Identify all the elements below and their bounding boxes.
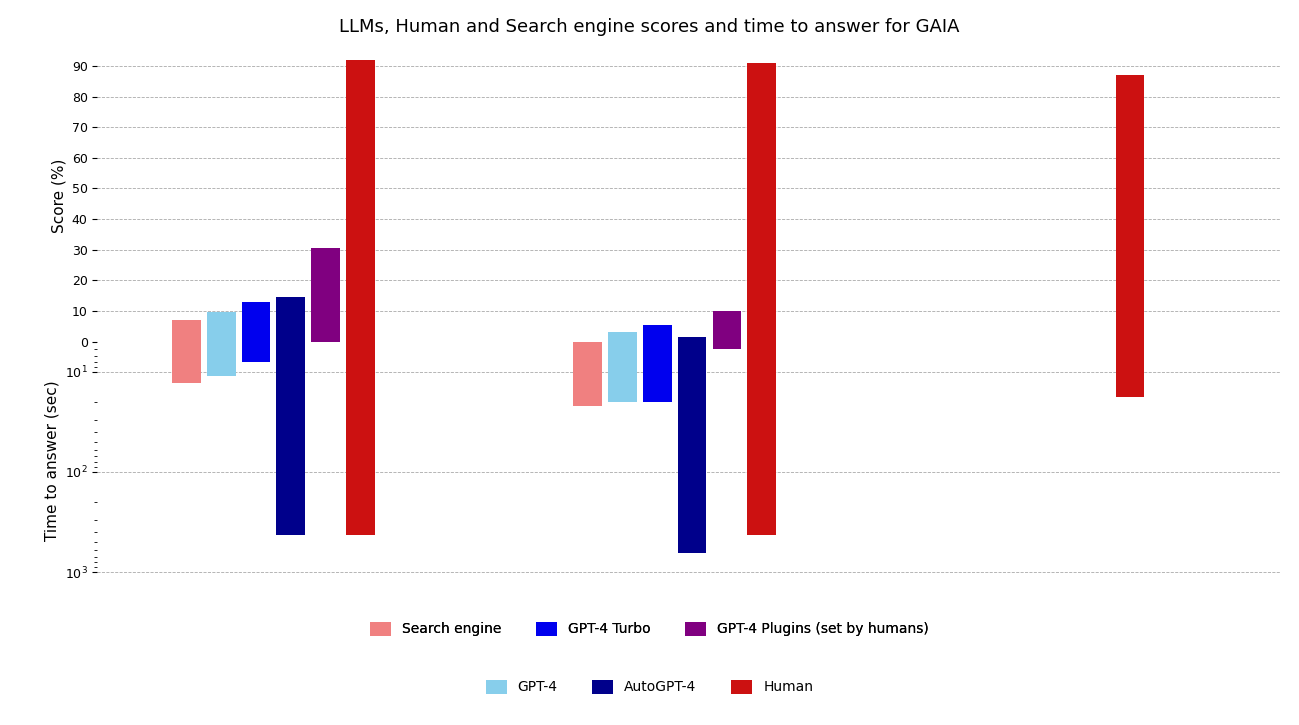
Bar (678, 337, 707, 341)
Bar (608, 332, 637, 341)
Legend: GPT-4, AutoGPT-4, Human: GPT-4, AutoGPT-4, Human (481, 674, 818, 700)
Bar (277, 341, 305, 535)
Bar (171, 341, 201, 383)
Y-axis label: Score (%): Score (%) (51, 159, 66, 233)
Bar (747, 341, 776, 535)
Bar (713, 341, 742, 349)
Bar (713, 311, 742, 341)
Bar (643, 325, 672, 341)
Bar (207, 341, 235, 376)
Bar (573, 341, 603, 406)
Bar (1116, 341, 1144, 397)
Bar (277, 297, 305, 341)
Bar (608, 341, 637, 402)
Bar (171, 320, 201, 341)
Bar (242, 302, 270, 341)
Bar (747, 63, 776, 341)
Bar (242, 341, 270, 362)
Bar (1116, 75, 1144, 341)
Bar (346, 341, 374, 535)
Legend: Search engine, GPT-4 Turbo, GPT-4 Plugins (set by humans): Search engine, GPT-4 Turbo, GPT-4 Plugin… (365, 616, 934, 642)
Bar (312, 248, 340, 341)
Bar (678, 341, 707, 553)
Bar (312, 326, 340, 341)
Bar (346, 60, 374, 341)
Bar (643, 341, 672, 402)
Text: LLMs, Human and Search engine scores and time to answer for GAIA: LLMs, Human and Search engine scores and… (339, 18, 960, 36)
Y-axis label: Time to answer (sec): Time to answer (sec) (44, 381, 60, 541)
Bar (207, 312, 235, 341)
